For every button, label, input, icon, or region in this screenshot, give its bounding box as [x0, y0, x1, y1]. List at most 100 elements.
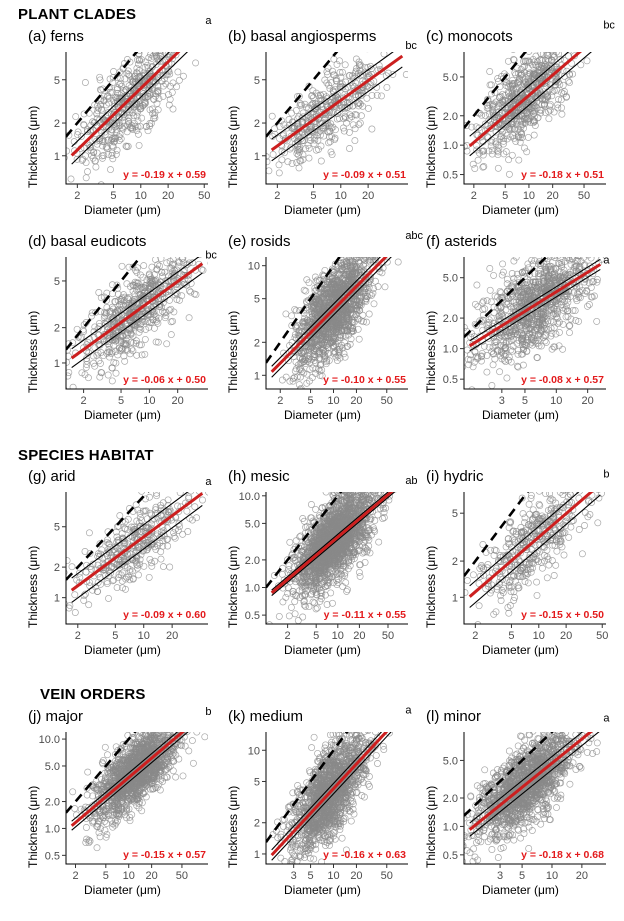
data-point: [565, 52, 573, 60]
data-point: [118, 262, 126, 270]
data-point: [157, 548, 165, 556]
data-point: [154, 281, 162, 289]
data-point: [499, 260, 507, 268]
data-point: [109, 577, 117, 585]
data-point: [167, 43, 173, 49]
data-point: [103, 337, 111, 345]
data-point: [323, 280, 331, 288]
data-point: [539, 334, 547, 341]
data-point: [323, 95, 331, 103]
data-point: [171, 26, 177, 32]
data-point: [38, 592, 44, 598]
data-point: [359, 102, 367, 110]
data-point: [559, 296, 566, 303]
data-point: [336, 80, 344, 88]
data-point: [149, 315, 157, 323]
data-point: [311, 309, 319, 317]
data-point: [134, 130, 142, 138]
data-point: [316, 127, 324, 135]
data-point: [564, 295, 572, 303]
data-point: [545, 236, 551, 242]
data-point: [275, 161, 283, 169]
data-point: [505, 156, 513, 164]
data-point: [483, 368, 491, 376]
data-point: [330, 55, 338, 63]
data-point: [86, 141, 94, 149]
data-point: [97, 359, 104, 367]
data-point: [591, 229, 597, 235]
y-tick-label: 1.0: [443, 140, 458, 152]
data-point: [94, 587, 102, 595]
data-point: [92, 157, 99, 165]
data-point: [185, 287, 193, 295]
data-point: [489, 108, 497, 116]
data-point: [478, 352, 485, 360]
data-point: [560, 266, 568, 274]
data-point: [360, 281, 368, 289]
data-point: [128, 345, 136, 353]
data-point: [287, 143, 295, 151]
data-point: [365, 310, 373, 318]
confidence-band-upper: [271, 257, 381, 367]
data-point: [485, 104, 493, 112]
data-point: [517, 321, 525, 329]
data-point: [346, 277, 354, 285]
data-point: [282, 373, 290, 381]
data-point: [489, 343, 497, 351]
data-point: [281, 136, 289, 144]
confidence-band-upper: [71, 257, 200, 350]
data-point: [553, 77, 560, 85]
data-point: [66, 372, 72, 380]
data-point: [175, 258, 183, 266]
data-point: [483, 325, 491, 333]
data-point: [156, 52, 164, 60]
data-point: [84, 168, 91, 176]
data-point: [299, 151, 307, 159]
data-point: [548, 257, 556, 261]
data-point: [492, 337, 499, 345]
data-point: [514, 240, 520, 246]
data-point: [148, 263, 156, 271]
data-point: [288, 109, 296, 117]
data-point: [105, 125, 113, 132]
data-point: [508, 347, 516, 355]
data-point: [135, 56, 143, 64]
data-point: [305, 82, 313, 90]
data-point: [355, 245, 361, 251]
data-point: [189, 259, 197, 267]
data-point: [487, 298, 495, 306]
data-point: [551, 257, 559, 261]
data-point: [73, 325, 81, 333]
data-point: [168, 264, 175, 272]
data-point: [466, 351, 474, 359]
data-point: [316, 367, 324, 375]
data-point: [279, 132, 287, 140]
data-point: [562, 228, 568, 234]
x-tick-label: 50: [381, 395, 393, 407]
data-point: [176, 296, 183, 304]
data-point: [539, 274, 547, 282]
regression-equation: y = -0.18 x + 0.51: [521, 169, 604, 181]
data-point: [550, 53, 558, 61]
data-point: [555, 95, 562, 103]
data-point: [294, 361, 302, 369]
data-point: [145, 323, 153, 331]
data-point: [266, 167, 273, 175]
data-point: [97, 181, 105, 184]
data-point: [485, 110, 493, 118]
data-point: [522, 58, 530, 65]
data-point: [518, 291, 526, 299]
data-point: [131, 90, 139, 98]
data-point: [491, 338, 499, 346]
data-point: [566, 79, 573, 87]
data-points: [38, 492, 208, 616]
data-point: [499, 296, 507, 304]
data-point: [118, 82, 126, 90]
data-point: [559, 345, 567, 353]
data-point: [110, 359, 118, 367]
regression-equation: y = -0.06 x + 0.50: [123, 374, 206, 386]
y-tick-label: 1.0: [443, 344, 458, 356]
data-point: [402, 71, 408, 78]
data-point: [501, 347, 509, 355]
data-point: [175, 259, 183, 267]
